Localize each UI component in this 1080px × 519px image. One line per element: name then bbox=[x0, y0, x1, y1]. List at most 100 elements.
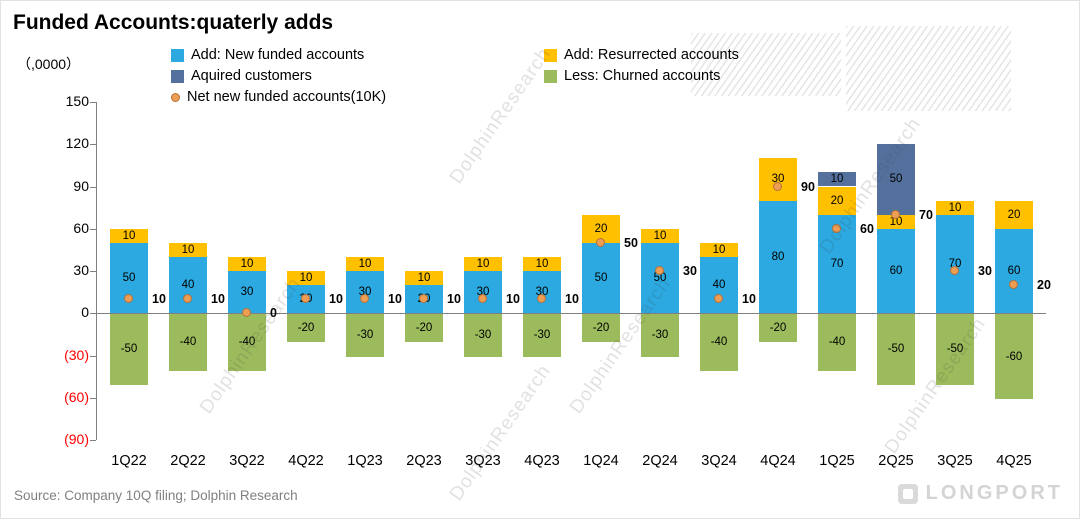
y-axis-tick-label: 150 bbox=[65, 93, 89, 109]
y-axis-tick-label: 90 bbox=[73, 177, 89, 194]
bar-value-label: 20 bbox=[1007, 208, 1021, 221]
x-axis-label: 1Q25 bbox=[819, 453, 855, 469]
bar-segment bbox=[582, 314, 620, 343]
bar-segment bbox=[759, 158, 797, 201]
legend-item: Less: Churned accounts bbox=[544, 68, 739, 84]
legend-label: Add: New funded accounts bbox=[191, 47, 365, 63]
bar-value-label: 60 bbox=[889, 265, 903, 277]
legend-column-2: Add: Resurrected accounts Less: Churned a… bbox=[544, 47, 739, 84]
bar-segment bbox=[759, 200, 797, 314]
net-marker-dot bbox=[714, 294, 723, 304]
y-axis-unit-label: （,0000） bbox=[17, 56, 81, 72]
bar-segment bbox=[169, 314, 207, 371]
net-marker-dot bbox=[360, 294, 369, 304]
source-note: Source: Company 10Q filing; Dolphin Rese… bbox=[14, 488, 298, 503]
bar-segment bbox=[464, 271, 502, 314]
bar-segment bbox=[877, 228, 915, 314]
bar-segment bbox=[464, 256, 502, 271]
bar-value-label: -40 bbox=[710, 336, 728, 349]
bar-value-label: 40 bbox=[181, 279, 195, 292]
bar-segment bbox=[818, 314, 856, 371]
bar-segment bbox=[228, 256, 266, 271]
net-marker-dot bbox=[124, 294, 133, 304]
bar-value-label: -40 bbox=[828, 336, 846, 349]
legend-item: Net new funded accounts(10K) bbox=[171, 89, 387, 105]
bar-value-label: -40 bbox=[238, 336, 256, 349]
bar-segment bbox=[700, 314, 738, 371]
net-value-label: 20 bbox=[1037, 278, 1051, 293]
legend-dot-swatch bbox=[171, 92, 180, 102]
legend-item: Add: Resurrected accounts bbox=[544, 47, 739, 63]
bar-segment bbox=[995, 228, 1033, 314]
bar-segment bbox=[936, 200, 974, 215]
net-marker-dot bbox=[478, 294, 487, 304]
bar-segment bbox=[405, 271, 443, 286]
y-axis-tick-label: 60 bbox=[73, 219, 89, 236]
bar-value-label: 10 bbox=[358, 257, 372, 270]
bar-value-label: 50 bbox=[122, 272, 136, 285]
legend-square-swatch bbox=[171, 48, 184, 62]
bar-value-label: 20 bbox=[830, 194, 844, 207]
bar-segment bbox=[228, 271, 266, 314]
x-axis-label: 2Q22 bbox=[170, 453, 206, 469]
bar-value-label: 30 bbox=[240, 286, 254, 299]
bar-segment bbox=[818, 172, 856, 187]
net-value-label: 0 bbox=[270, 306, 277, 321]
legend-label: Add: Resurrected accounts bbox=[564, 47, 739, 63]
y-axis-tick bbox=[90, 397, 96, 399]
bar-segment bbox=[523, 271, 561, 314]
bar-value-label: 10 bbox=[889, 215, 903, 228]
chart-title: Funded Accounts:quaterly adds bbox=[13, 11, 334, 34]
bar-segment bbox=[818, 186, 856, 215]
y-axis-tick-label: (60) bbox=[64, 388, 89, 405]
bar-value-label: -30 bbox=[651, 329, 669, 342]
net-value-label: 50 bbox=[624, 235, 638, 250]
net-marker-dot bbox=[596, 237, 605, 247]
bar-segment bbox=[169, 256, 207, 314]
y-axis-tick bbox=[90, 355, 96, 357]
bar-value-label: 10 bbox=[181, 243, 195, 256]
y-axis-tick-label: 30 bbox=[73, 262, 89, 278]
net-marker-dot bbox=[832, 223, 841, 233]
bar-value-label: 10 bbox=[122, 229, 136, 242]
bar-value-label: -30 bbox=[474, 329, 492, 342]
bar-value-label: 10 bbox=[948, 201, 962, 214]
longport-logo-icon bbox=[897, 483, 918, 504]
bar-segment bbox=[936, 314, 974, 385]
x-axis-label: 3Q22 bbox=[229, 453, 265, 469]
y-axis-tick-label: (90) bbox=[64, 431, 89, 447]
legend-label: Net new funded accounts(10K) bbox=[187, 89, 387, 105]
net-value-label: 60 bbox=[860, 221, 874, 236]
bar-segment bbox=[700, 242, 738, 257]
net-marker-dot bbox=[950, 266, 959, 275]
bar-value-label: 40 bbox=[712, 279, 726, 292]
net-value-label: 10 bbox=[329, 292, 343, 307]
x-axis-label: 4Q25 bbox=[996, 453, 1032, 469]
y-axis-tick-label: 0 bbox=[81, 304, 89, 321]
bar-segment bbox=[523, 256, 561, 271]
net-marker-dot bbox=[1009, 280, 1018, 290]
bar-value-label: 10 bbox=[240, 257, 254, 270]
bar-value-label: -20 bbox=[415, 322, 433, 335]
bar-segment bbox=[995, 314, 1033, 399]
bar-value-label: 60 bbox=[1007, 265, 1021, 277]
net-marker-dot bbox=[537, 294, 546, 304]
net-value-label: 10 bbox=[506, 292, 520, 307]
bar-value-label: 10 bbox=[830, 173, 844, 186]
legend-square-swatch bbox=[171, 69, 184, 83]
net-marker-dot bbox=[301, 294, 310, 304]
bar-value-label: -30 bbox=[356, 329, 374, 342]
bar-segment bbox=[995, 200, 1033, 229]
bar-value-label: 10 bbox=[535, 257, 549, 270]
bar-segment bbox=[405, 314, 443, 343]
x-axis-label: 4Q24 bbox=[760, 453, 796, 469]
bar-value-label: -20 bbox=[769, 322, 787, 335]
x-axis-label: 3Q23 bbox=[465, 453, 501, 469]
bar-value-label: 70 bbox=[830, 257, 844, 270]
bar-segment bbox=[110, 228, 148, 243]
bar-segment bbox=[582, 242, 620, 314]
y-axis-line bbox=[96, 102, 97, 440]
net-value-label: 10 bbox=[388, 292, 402, 307]
longport-brand-text: LONGPORT bbox=[925, 482, 1063, 504]
